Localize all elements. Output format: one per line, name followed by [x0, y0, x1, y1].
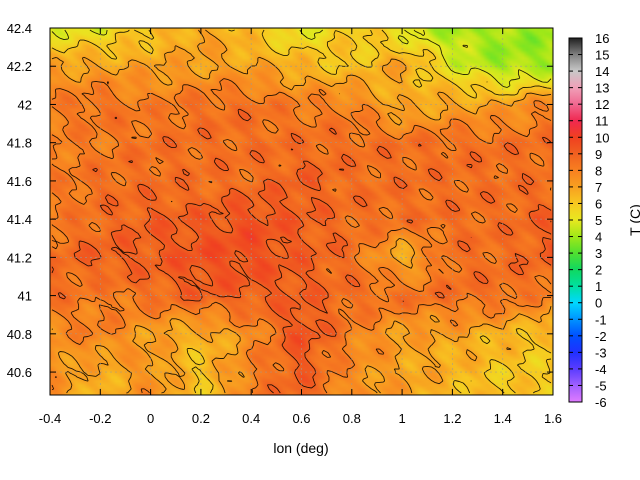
x-tick-label: 1 [398, 411, 405, 426]
x-tick-label: 0.6 [292, 411, 310, 426]
contour-line [51, 108, 552, 394]
contour-lines [51, 29, 552, 394]
colorbar-tick-label: -1 [595, 312, 607, 327]
x-tick-label: 1.2 [443, 411, 461, 426]
colorbar-tick-label: 10 [595, 130, 609, 145]
x-tick-label: 0.8 [343, 411, 361, 426]
y-tick-label: 41.6 [7, 174, 32, 189]
y-tick-label: 40.8 [7, 327, 32, 342]
colorbar-tick-label: -5 [595, 378, 607, 393]
colorbar-tick-label: 1 [595, 279, 602, 294]
y-tick-label: 42.4 [7, 21, 32, 36]
y-tick-label: 42 [18, 97, 32, 112]
x-tick-label: -0.4 [39, 411, 61, 426]
x-tick-label: 1.4 [494, 411, 512, 426]
colorbar-tick-label: 5 [595, 213, 602, 228]
contour-line [51, 29, 552, 394]
colorbar-tick-label: -4 [595, 362, 607, 377]
x-tick-label: -0.2 [89, 411, 111, 426]
contour-line [51, 78, 552, 394]
colorbar-tick-label: 2 [595, 263, 602, 278]
y-tick-label: 41.2 [7, 250, 32, 265]
colorbar-tick-label: 11 [595, 114, 609, 129]
x-tick-label: 0.4 [242, 411, 260, 426]
colorbar-tick-label: 16 [595, 31, 609, 46]
colorbar-tick-label: 7 [595, 180, 602, 195]
colorbar-tick-label: 3 [595, 246, 602, 261]
x-axis: -0.4 -0.2 0 0.2 0.4 0.6 0.8 1 1.2 1.4 1.6 [39, 28, 562, 426]
contour-line [51, 29, 552, 88]
colorbar-tick-label: 6 [595, 196, 602, 211]
x-tick-label: 1.6 [544, 411, 562, 426]
colorbar-tick-label: 15 [595, 48, 609, 63]
y-tick-label: 41.8 [7, 136, 32, 151]
contour-line [51, 29, 552, 394]
x-tick-label: 0 [147, 411, 154, 426]
grid-lines [50, 28, 553, 395]
colorbar-tick-label: 13 [595, 81, 609, 96]
colorbar-label: T (C) [627, 204, 640, 236]
y-tick-label: 40.6 [7, 365, 32, 380]
colorbar-tick-label: -3 [595, 345, 607, 360]
x-axis-title: lon (deg) [273, 440, 328, 456]
colorbar-tick-label: -2 [595, 329, 607, 344]
colorbar-tick-label: 12 [595, 97, 609, 112]
colorbar-tick-label: 4 [595, 230, 602, 245]
y-axis: 40.6 40.8 41 41.2 41.4 41.6 41.8 42 42.2 42.4 [7, 21, 553, 380]
y-tick-label: 42.2 [7, 59, 32, 74]
colorbar-tick-label: 14 [595, 64, 609, 79]
colorbar-tick-label: -6 [595, 395, 607, 410]
y-tick-label: 41 [18, 289, 32, 304]
y-tick-label: 41.4 [7, 212, 32, 227]
colorbar-tick-label: 9 [595, 147, 602, 162]
colorbar-tick-label: 0 [595, 296, 602, 311]
colorbar-tick-label: 8 [595, 163, 602, 178]
x-tick-label: 0.2 [192, 411, 210, 426]
